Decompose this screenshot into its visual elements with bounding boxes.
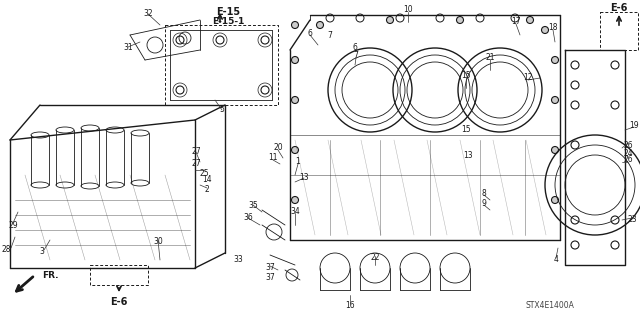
Text: 8: 8 [482,189,486,197]
Text: E-6: E-6 [110,297,128,307]
Text: 26: 26 [623,155,633,165]
Text: 35: 35 [248,201,258,210]
Text: E-6: E-6 [611,3,628,13]
Text: E-15-1: E-15-1 [212,18,244,26]
Text: 1: 1 [296,158,300,167]
Circle shape [387,17,394,24]
Text: 37: 37 [265,273,275,283]
Text: 34: 34 [290,207,300,217]
Text: 17: 17 [511,18,521,26]
Text: 16: 16 [345,300,355,309]
Text: 5: 5 [220,106,225,115]
Text: 36: 36 [243,213,253,222]
Text: 13: 13 [463,151,473,160]
Circle shape [317,21,323,28]
Circle shape [552,56,559,63]
Circle shape [291,56,298,63]
Text: 27: 27 [191,147,201,157]
Text: 28: 28 [1,246,11,255]
Text: 31: 31 [123,43,133,53]
Text: 4: 4 [554,256,559,264]
Text: 20: 20 [273,144,283,152]
Circle shape [527,17,534,24]
Text: 7: 7 [353,51,358,61]
Text: 29: 29 [8,220,18,229]
Circle shape [291,146,298,153]
Text: 13: 13 [299,174,309,182]
Text: 18: 18 [548,24,557,33]
Circle shape [552,146,559,153]
Text: 33: 33 [233,256,243,264]
Text: 30: 30 [153,238,163,247]
Text: 23: 23 [627,216,637,225]
Circle shape [552,97,559,103]
Circle shape [552,197,559,204]
Text: 21: 21 [485,53,495,62]
Text: 15: 15 [461,70,471,79]
Text: 11: 11 [268,153,278,162]
Text: 10: 10 [403,5,413,14]
Text: 12: 12 [524,73,532,83]
Text: 15: 15 [461,125,471,135]
Text: 25: 25 [199,168,209,177]
Text: 6: 6 [353,43,357,53]
Text: 3: 3 [40,248,44,256]
Text: 24: 24 [623,149,633,158]
Circle shape [291,197,298,204]
Text: 9: 9 [481,198,486,207]
Text: STX4E1400A: STX4E1400A [525,300,575,309]
Text: E-15: E-15 [216,7,240,17]
Circle shape [291,97,298,103]
Text: 37: 37 [265,263,275,272]
Text: 14: 14 [202,175,212,184]
Text: 19: 19 [629,121,639,130]
Circle shape [291,21,298,28]
Circle shape [456,17,463,24]
Text: FR.: FR. [42,271,58,280]
Text: 7: 7 [328,31,332,40]
Text: 26: 26 [623,140,633,150]
Text: 6: 6 [308,28,312,38]
Text: 27: 27 [191,159,201,167]
Text: 22: 22 [371,254,380,263]
Circle shape [541,26,548,33]
Text: 32: 32 [143,10,153,19]
Text: 2: 2 [205,186,209,195]
